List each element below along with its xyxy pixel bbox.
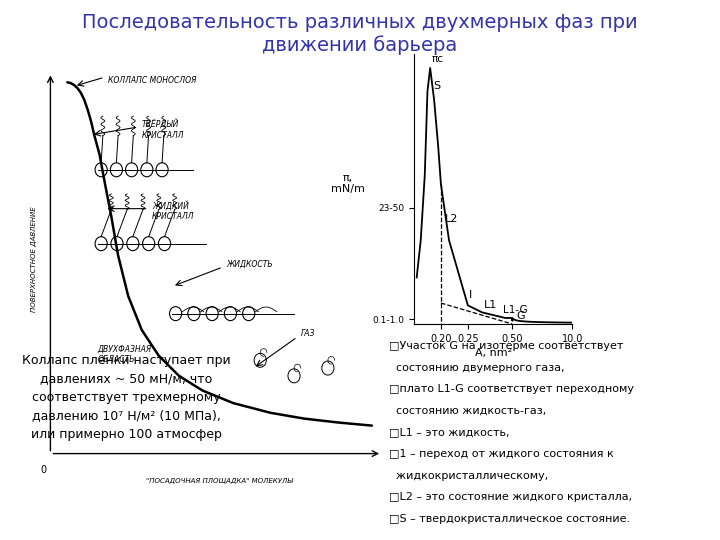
Text: □L1 – это жидкость,: □L1 – это жидкость, [389,428,509,438]
Text: жидкокристаллическому,: жидкокристаллическому, [389,471,548,481]
Text: состоянию жидкость-газ,: состоянию жидкость-газ, [389,406,546,416]
Text: □плато L1-G соответствует переходному: □плато L1-G соответствует переходному [389,384,634,395]
Text: ЖИДКОСТЬ: ЖИДКОСТЬ [226,259,273,268]
Text: Последовательность различных двухмерных фаз при: Последовательность различных двухмерных … [82,14,638,32]
Text: L1: L1 [484,300,497,310]
Text: состоянию двумерного газа,: состоянию двумерного газа, [389,363,564,373]
Text: ЖИДКИЙ
КРИСТАЛЛ: ЖИДКИЙ КРИСТАЛЛ [152,201,194,221]
Text: □L2 – это состояние жидкого кристалла,: □L2 – это состояние жидкого кристалла, [389,492,632,503]
Text: ДВУХФАЗНАЯ
ОБЛАСТЬ: ДВУХФАЗНАЯ ОБЛАСТЬ [98,345,152,364]
Text: G: G [517,312,526,321]
X-axis label: A, nm²: A, nm² [474,348,512,358]
Text: L1-G: L1-G [503,305,528,315]
Text: "ПОСАДОЧНАЯ ПЛОЩАДКА" МОЛЕКУЛЫ: "ПОСАДОЧНАЯ ПЛОЩАДКА" МОЛЕКУЛЫ [146,478,293,484]
Text: S: S [433,81,440,91]
Text: □1 – переход от жидкого состояния к: □1 – переход от жидкого состояния к [389,449,613,460]
Text: I: I [469,291,472,300]
Text: □S – твердокристаллическое состояние.: □S – твердокристаллическое состояние. [389,514,630,524]
Text: πc: πc [431,53,444,64]
Text: ТВЁРДЫЙ
КРИСТАЛЛ: ТВЁРДЫЙ КРИСТАЛЛ [142,119,184,139]
Text: ПОВЕРХНОСТНОЕ ДАВЛЕНИЕ: ПОВЕРХНОСТНОЕ ДАВЛЕНИЕ [30,206,37,312]
Text: КОЛЛАПС МОНОСЛОЯ: КОЛЛАПС МОНОСЛОЯ [108,77,197,85]
Text: ГАЗ: ГАЗ [301,329,315,338]
Text: движении барьера: движении барьера [262,35,458,55]
Text: □Участок G на изотерме соответствует: □Участок G на изотерме соответствует [389,341,624,352]
Y-axis label: π,
mN/m: π, mN/m [330,173,364,194]
Text: 0: 0 [40,465,47,475]
Text: L2: L2 [445,214,459,224]
Text: Коллапс пленки наступает при
давлениях ~ 50 мН/м, что
соответствует трехмерному
: Коллапс пленки наступает при давлениях ~… [22,354,230,441]
